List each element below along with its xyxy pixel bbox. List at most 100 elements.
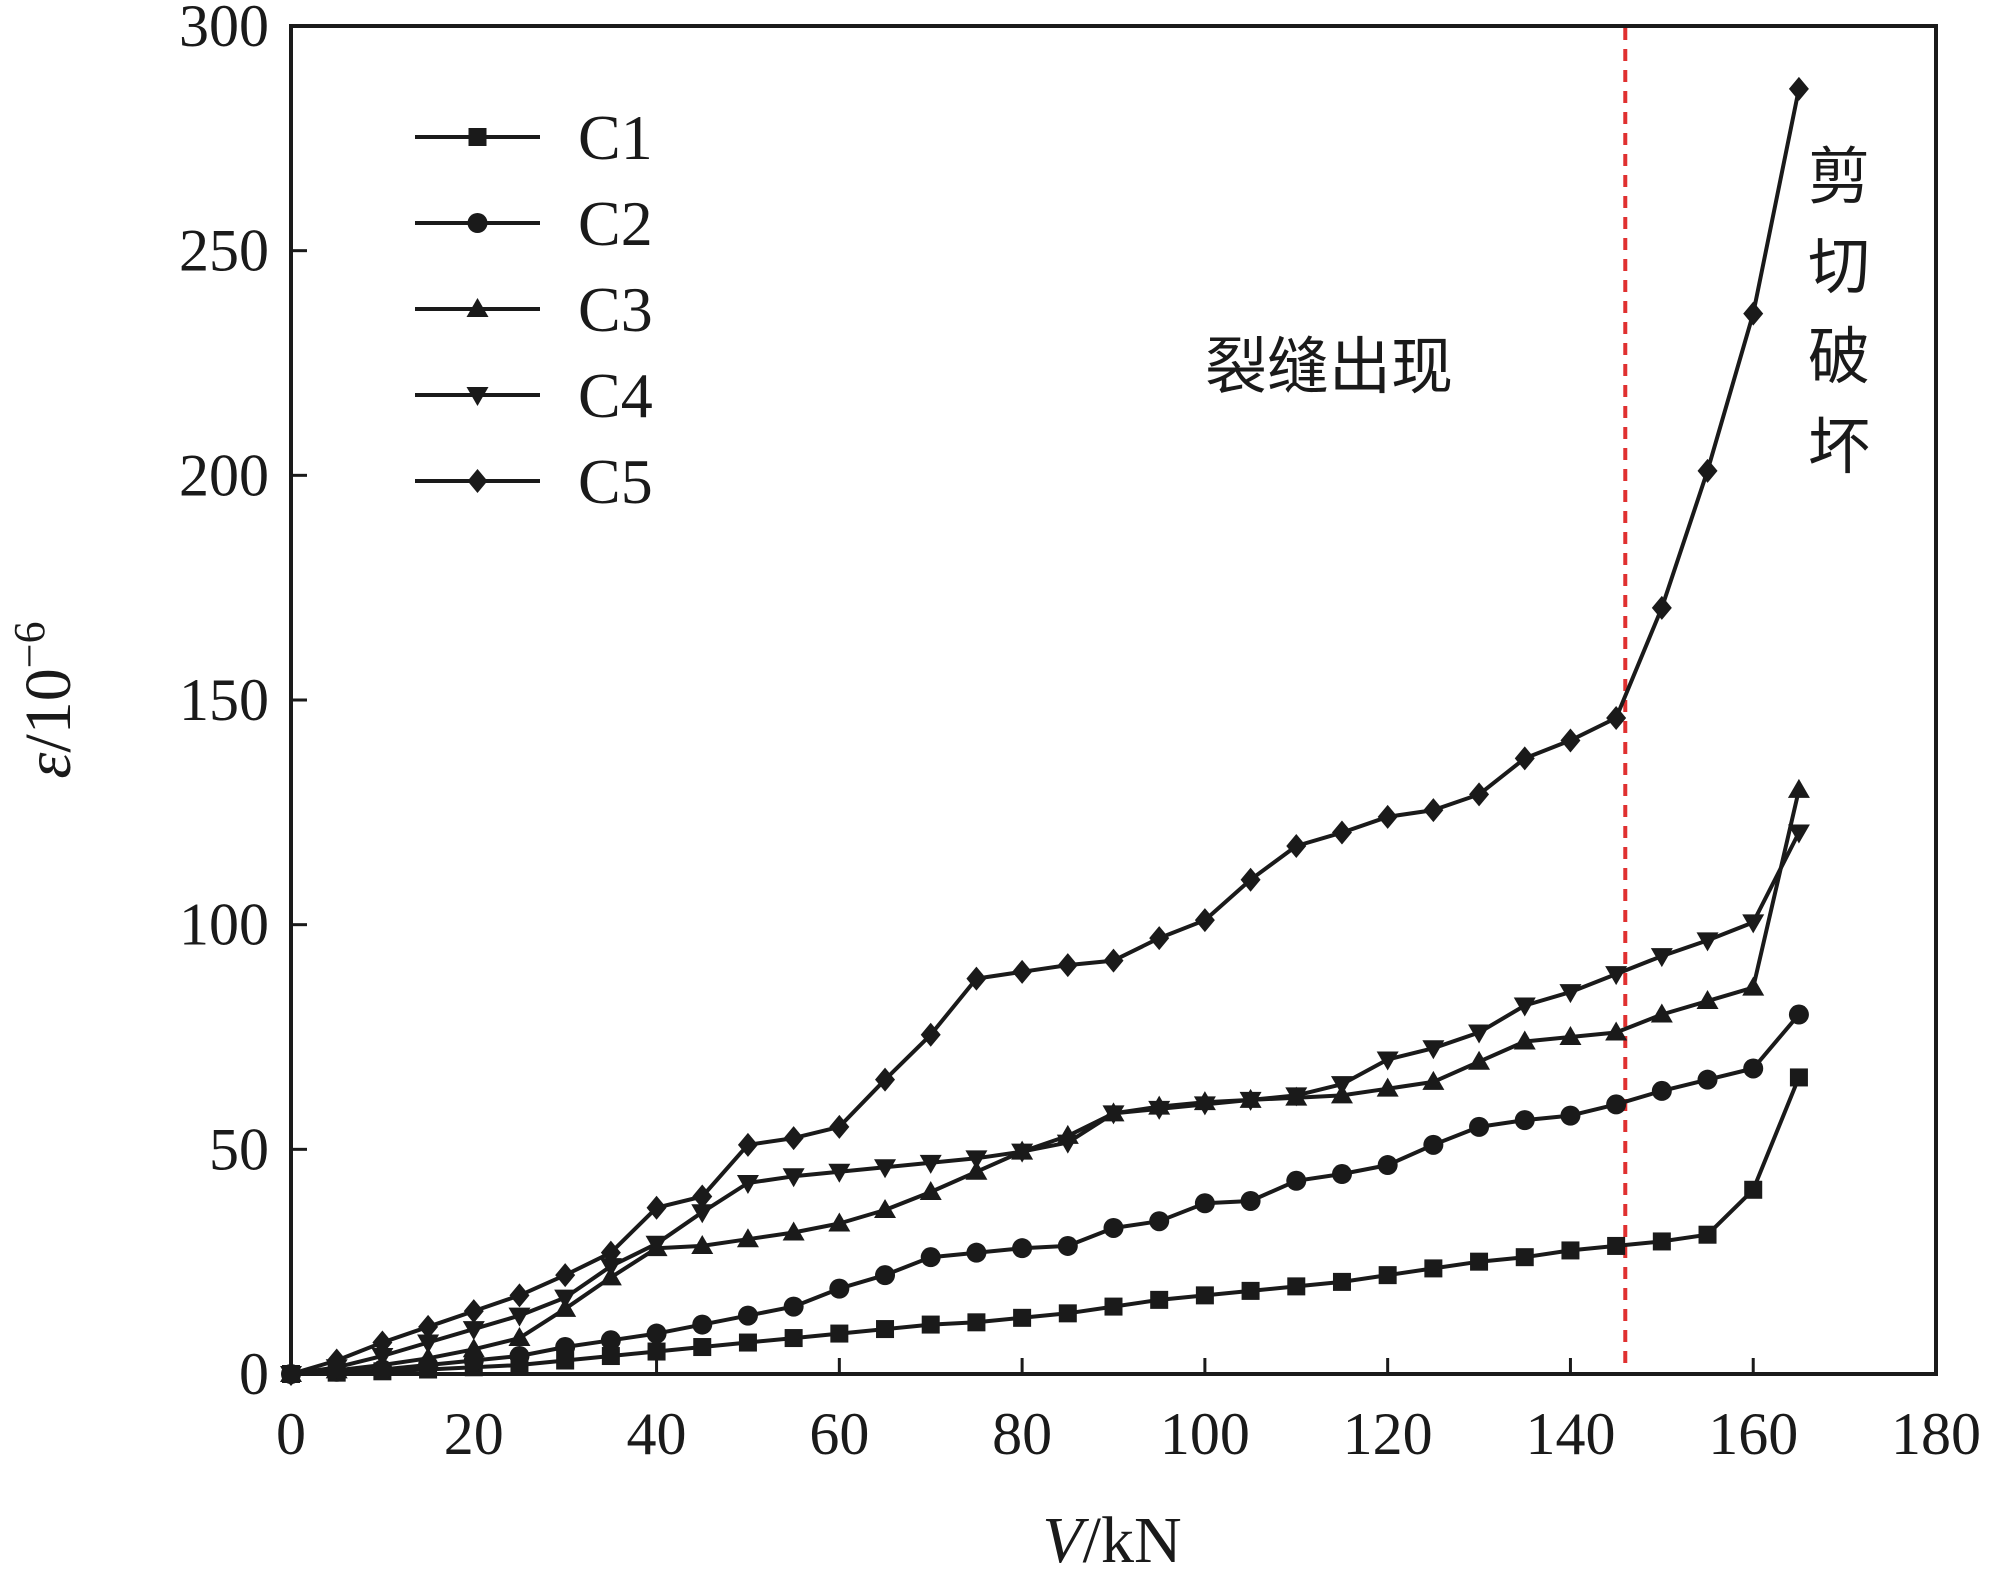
shear-failure-char: 剪 [1808, 140, 1870, 213]
series-group [280, 76, 1810, 1386]
data-point-c4 [1193, 1096, 1216, 1116]
shear-failure-char: 破 [1808, 320, 1870, 393]
data-point-c1 [830, 1324, 849, 1343]
data-point-c4 [1787, 824, 1810, 844]
data-point-c1 [1104, 1297, 1123, 1316]
data-point-c3 [462, 1338, 485, 1358]
legend-item-c2: C2 [415, 188, 653, 259]
data-point-c4 [599, 1258, 622, 1278]
shear-failure-char: 坏 [1808, 410, 1870, 483]
data-point-c5 [1423, 798, 1444, 823]
data-point-c2 [1697, 1069, 1718, 1090]
data-point-c1 [784, 1329, 803, 1348]
data-point-c3 [874, 1198, 897, 1218]
data-point-c3 [1787, 778, 1810, 798]
data-point-c4 [417, 1334, 440, 1354]
x-tick-label: 140 [1525, 1401, 1615, 1467]
x-tick-label: 20 [444, 1401, 504, 1467]
data-point-c5 [966, 966, 987, 991]
legend-marker-c3 [466, 298, 489, 317]
data-point-c4 [1056, 1134, 1079, 1154]
data-point-c2 [646, 1323, 667, 1344]
data-point-c1 [1789, 1068, 1808, 1087]
data-point-c5 [509, 1283, 530, 1308]
data-point-c4 [1422, 1040, 1445, 1060]
data-point-c1 [876, 1320, 895, 1339]
data-point-c4 [782, 1168, 805, 1188]
data-point-c2 [1194, 1193, 1215, 1214]
y-tick-label: 50 [209, 1116, 269, 1182]
data-point-c2 [1012, 1238, 1033, 1259]
data-point-c2 [1651, 1080, 1672, 1101]
data-point-c4 [1376, 1051, 1399, 1071]
y-tick-label: 200 [179, 442, 269, 508]
series-line-c1 [290, 1076, 1801, 1376]
data-point-c2 [875, 1265, 896, 1286]
data-point-c3 [691, 1234, 714, 1254]
data-point-c1 [1150, 1290, 1169, 1309]
data-point-c5 [326, 1348, 347, 1373]
data-point-c2 [692, 1314, 713, 1335]
data-point-c1 [1287, 1277, 1306, 1296]
data-point-c4 [645, 1235, 668, 1255]
data-point-c1 [967, 1313, 986, 1332]
data-point-c4 [554, 1289, 577, 1309]
data-point-c4 [1285, 1087, 1308, 1107]
data-point-c5 [1697, 458, 1718, 483]
data-point-c3 [919, 1181, 942, 1201]
data-point-c1 [1698, 1225, 1717, 1244]
data-point-c2 [1606, 1094, 1627, 1115]
data-point-c3 [508, 1327, 531, 1347]
data-point-c4 [371, 1348, 394, 1368]
data-point-c1 [1470, 1252, 1489, 1271]
data-point-c1 [647, 1342, 666, 1361]
plot-frame [289, 24, 1938, 1376]
data-point-c5 [1012, 959, 1033, 984]
y-axis-label: ε/10−6 [5, 621, 85, 778]
data-point-c1 [1241, 1281, 1260, 1300]
data-point-c5 [1743, 301, 1764, 326]
data-point-c5 [1788, 76, 1809, 101]
data-point-c5 [1651, 595, 1672, 620]
data-point-c5 [1560, 728, 1581, 753]
data-point-c5 [1149, 926, 1170, 951]
legend-marker-c1 [468, 128, 487, 146]
legend-marker-c2 [467, 213, 488, 233]
legend-label: C2 [578, 188, 653, 259]
crack-annotation: 裂缝出现 [1205, 330, 1453, 403]
data-point-c1 [921, 1315, 940, 1334]
data-point-c5 [418, 1314, 439, 1339]
data-point-c4 [1011, 1143, 1034, 1163]
legend-label: C3 [578, 274, 653, 345]
data-point-c3 [1696, 990, 1719, 1010]
data-point-c3 [782, 1221, 805, 1241]
data-point-c2 [1514, 1110, 1535, 1131]
data-point-c2 [1560, 1105, 1581, 1126]
data-point-c5 [920, 1022, 941, 1047]
data-point-c3 [736, 1228, 759, 1248]
data-point-c2 [1331, 1164, 1352, 1185]
data-point-c5 [281, 1362, 301, 1386]
data-point-c5 [1057, 953, 1078, 978]
x-tick-label: 100 [1160, 1401, 1250, 1467]
data-point-c3 [1513, 1030, 1536, 1050]
data-point-c5 [646, 1195, 667, 1220]
data-point-c1 [1058, 1304, 1077, 1323]
data-point-c4 [508, 1307, 531, 1327]
data-point-c1 [1195, 1286, 1214, 1305]
data-point-c2 [555, 1337, 576, 1358]
data-point-c2 [1057, 1235, 1078, 1256]
data-point-c5 [1514, 746, 1535, 771]
x-axis-ticks: 0 20 40 60 80 100 120 140 160 180 [276, 1358, 1981, 1467]
data-point-c4 [691, 1204, 714, 1224]
data-point-c3 [1559, 1026, 1582, 1045]
data-point-c1 [1744, 1180, 1763, 1199]
data-point-c3 [1376, 1077, 1399, 1097]
data-point-c2 [829, 1278, 850, 1299]
data-point-c2 [509, 1346, 530, 1367]
x-axis-label: V/kN [1042, 1504, 1181, 1577]
data-point-c4 [1148, 1100, 1171, 1120]
legend-item-c4: C4 [415, 360, 653, 431]
data-point-c1 [1424, 1259, 1443, 1278]
